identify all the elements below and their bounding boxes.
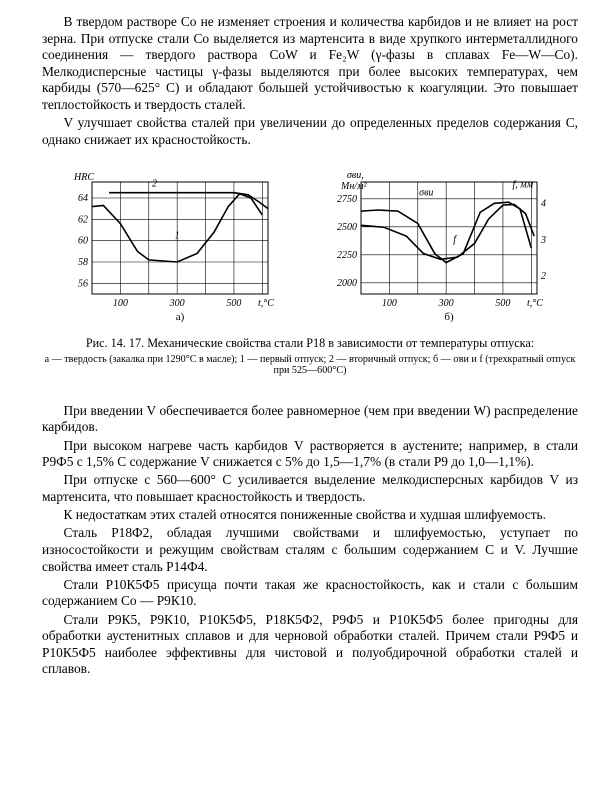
paragraph-7: Сталь Р18Ф2, обладая лучшими свойствами … bbox=[42, 525, 578, 575]
paragraph-6: К недостаткам этих сталей относятся пони… bbox=[42, 507, 578, 524]
paragraph-8: Стали Р10К5Ф5 присуща почти такая же кра… bbox=[42, 577, 578, 610]
paragraph-9: Стали Р9К5, Р9К10, Р10К5Ф5, Р18К5Ф2, Р9Ф… bbox=[42, 612, 578, 678]
chart-a: 56 58 60 62 64 100 300 500 t,°C HRC 1 2 а) bbox=[52, 168, 282, 328]
svg-text:60: 60 bbox=[78, 236, 88, 247]
svg-text:σви,: σви, bbox=[347, 170, 364, 181]
svg-text:2750: 2750 bbox=[337, 194, 357, 205]
svg-text:1: 1 bbox=[174, 231, 179, 242]
svg-text:300: 300 bbox=[168, 298, 184, 309]
svg-text:100: 100 bbox=[112, 298, 127, 309]
svg-text:500: 500 bbox=[226, 298, 241, 309]
svg-text:64: 64 bbox=[78, 193, 88, 204]
svg-text:σви: σви bbox=[419, 188, 433, 199]
page: В твердом растворе Со не изменяет строен… bbox=[0, 0, 600, 702]
paragraph-4: При высоком нагреве часть карбидов V рас… bbox=[42, 438, 578, 471]
svg-text:56: 56 bbox=[78, 279, 88, 290]
svg-text:3: 3 bbox=[540, 235, 546, 246]
svg-text:100: 100 bbox=[381, 298, 396, 309]
paragraph-1: В твердом растворе Со не изменяет строен… bbox=[42, 14, 578, 114]
svg-text:f, мм: f, мм bbox=[512, 180, 533, 191]
figure-14-17: 5658606264100300500t,°CHRC12а) 200022502… bbox=[42, 168, 578, 376]
svg-text:2250: 2250 bbox=[337, 250, 357, 261]
svg-text:4: 4 bbox=[541, 199, 546, 210]
svg-text:58: 58 bbox=[78, 257, 88, 268]
svg-text:t,°C: t,°C bbox=[527, 298, 543, 309]
paragraph-3: При введении V обеспечивается более равн… bbox=[42, 403, 578, 436]
paragraph-2: V улучшает свойства сталей при увеличени… bbox=[42, 115, 578, 148]
svg-text:б): б) bbox=[444, 311, 454, 323]
svg-text:2: 2 bbox=[151, 179, 156, 190]
svg-text:t,°C: t,°C bbox=[258, 298, 274, 309]
svg-text:2: 2 bbox=[541, 271, 546, 282]
svg-text:500: 500 bbox=[495, 298, 510, 309]
chart-b: 2000 2250 2500 2750 2 3 4 100 300 500 t,°C σви,Мн/м… bbox=[319, 168, 569, 328]
svg-text:2500: 2500 bbox=[337, 222, 357, 233]
chart-row: 5658606264100300500t,°CHRC12а) 200022502… bbox=[42, 168, 578, 328]
svg-text:Мн/м²: Мн/м² bbox=[340, 181, 367, 192]
svg-text:62: 62 bbox=[78, 215, 88, 226]
figure-note: а — твердость (закалка при 1290°С в масл… bbox=[42, 354, 578, 377]
svg-text:а): а) bbox=[175, 311, 184, 323]
svg-text:2000: 2000 bbox=[337, 278, 357, 289]
paragraph-5: При отпуске с 560—600° С усиливается выд… bbox=[42, 472, 578, 505]
svg-text:f: f bbox=[453, 235, 457, 246]
svg-text:300: 300 bbox=[437, 298, 453, 309]
svg-text:HRC: HRC bbox=[73, 172, 94, 183]
figure-caption: Рис. 14. 17. Механические свойства стали… bbox=[42, 336, 578, 351]
